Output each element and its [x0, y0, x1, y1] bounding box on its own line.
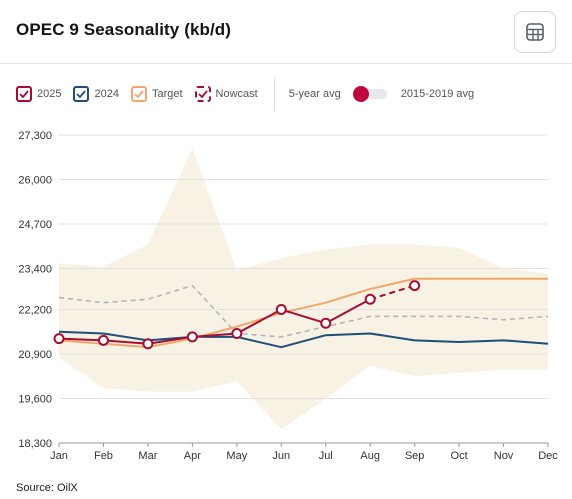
y-tick-label: 26,000 — [18, 174, 52, 186]
x-tick-label: Jun — [272, 450, 290, 462]
x-tick-label: Sep — [405, 450, 425, 462]
series-average-line — [58, 284, 549, 338]
legend-item-2025[interactable]: 2025 — [16, 86, 61, 102]
legend-label-target: Target — [151, 88, 183, 100]
chart-title: OPEC 9 Seasonality (kb/d) — [16, 20, 232, 39]
data-point-2025 — [231, 327, 243, 339]
range-band — [59, 148, 548, 430]
y-tick-label: 18,300 — [18, 438, 52, 450]
toggle-knob[interactable] — [352, 86, 369, 102]
y-tick-label: 20,900 — [18, 349, 52, 361]
legend-separator — [273, 77, 275, 111]
series-target-line — [58, 277, 548, 349]
data-point-2025 — [364, 293, 376, 305]
average-toggle[interactable] — [352, 86, 387, 102]
legend-label-2024: 2024 — [94, 88, 119, 100]
legend: 2025 2024 Target Nowcast 5-year avg 2015… — [16, 77, 475, 111]
data-point-2025 — [275, 304, 287, 316]
checkbox-nowcast-icon[interactable] — [194, 86, 211, 102]
data-point-2025 — [142, 338, 154, 350]
x-tick-label: Aug — [360, 450, 380, 462]
x-tick-label: Dec — [538, 450, 558, 462]
y-tick-label: 22,200 — [18, 305, 52, 317]
table-grid-icon — [526, 23, 544, 41]
y-tick-label: 27,300 — [18, 130, 52, 142]
source-note: Source: OilX — [16, 482, 78, 494]
series-2024-line — [58, 330, 549, 349]
toggle-track — [356, 89, 387, 99]
x-tick-label: Jul — [319, 450, 333, 462]
table-view-button[interactable] — [514, 11, 556, 53]
toggle-label-2015-2019: 2015-2019 avg — [400, 88, 475, 100]
legend-item-target[interactable]: Target — [130, 86, 183, 102]
legend-item-nowcast[interactable]: Nowcast — [194, 86, 258, 102]
x-tick-label: Feb — [94, 450, 113, 462]
toggle-label-5yr: 5-year avg — [288, 88, 341, 100]
checkbox-2024-icon[interactable] — [73, 86, 90, 102]
x-tick-label: Jan — [50, 450, 68, 462]
data-point-2025 — [320, 317, 332, 329]
legend-label-nowcast: Nowcast — [215, 88, 258, 100]
data-point-nowcast — [409, 280, 421, 292]
series-nowcast-line — [369, 284, 415, 301]
x-tick-label: Apr — [184, 450, 201, 462]
checkbox-target-icon[interactable] — [130, 86, 147, 102]
x-tick-label: Mar — [138, 450, 157, 462]
checkbox-2025-icon[interactable] — [16, 86, 32, 102]
y-tick-label: 24,700 — [18, 219, 52, 231]
legend-label-2025: 2025 — [37, 88, 62, 100]
y-tick-label: 19,600 — [18, 394, 52, 406]
legend-item-2024[interactable]: 2024 — [73, 86, 119, 102]
x-tick-label: May — [226, 450, 247, 462]
seasonality-chart: 18,300 19,600 20,900 22,200 23,400 24,700 26,0… — [18, 130, 558, 462]
series-2025-line — [58, 298, 371, 345]
y-tick-label: 23,400 — [18, 263, 52, 275]
data-point-2025 — [53, 333, 65, 345]
data-point-2025 — [97, 334, 109, 346]
data-point-2025 — [186, 331, 198, 343]
x-tick-label: Nov — [494, 450, 514, 462]
header-divider — [0, 63, 572, 64]
x-tick-label: Oct — [451, 450, 468, 462]
